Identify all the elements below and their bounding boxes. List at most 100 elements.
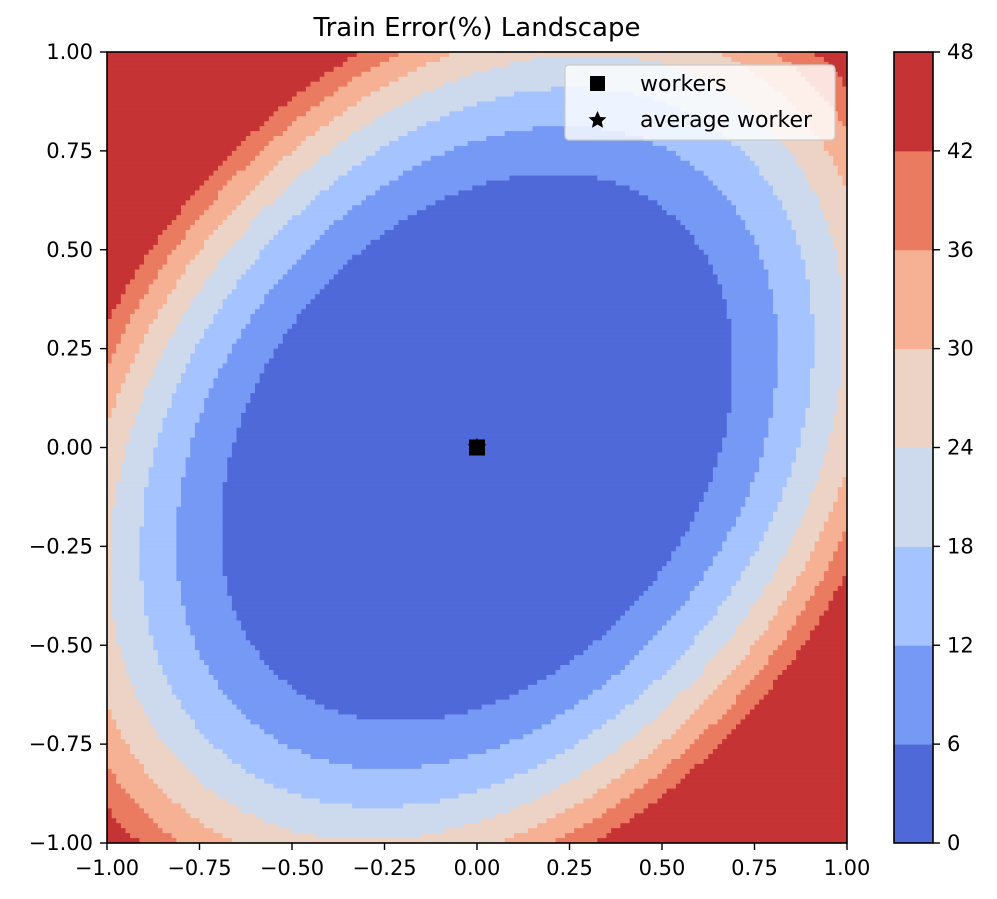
contour-cell-band-7	[107, 225, 168, 231]
contour-cell-band-3	[810, 299, 843, 305]
contour-cell-band-3	[167, 338, 201, 345]
contour-cell-band-4	[144, 333, 173, 340]
contour-cell-band-2	[153, 635, 196, 641]
contour-cell-band-1	[689, 229, 751, 236]
contour-cell-band-3	[185, 763, 242, 770]
contour-cell-band-1	[241, 333, 284, 340]
contour-cell-band-6	[134, 274, 159, 281]
contour-cell-band-5	[828, 516, 847, 523]
contour-cell-band-4	[833, 417, 847, 424]
contour-cell-band-1	[231, 699, 316, 706]
contour-cell-band-6	[740, 689, 769, 696]
contour-cell-band-4	[148, 323, 177, 330]
contour-cell-band-4	[833, 234, 847, 241]
contour-cell-band-5	[796, 576, 825, 582]
contour-cell-band-2	[144, 501, 182, 508]
contour-cell-band-2	[153, 640, 196, 646]
contour-cell-band-6	[759, 669, 783, 676]
contour-cell-band-2	[301, 793, 460, 800]
contour-cell-band-3	[255, 215, 293, 221]
contour-cell-band-1	[194, 422, 242, 429]
contour-cell-band-2	[213, 314, 251, 320]
contour-cell-band-7	[810, 635, 847, 641]
contour-cell-band-4	[107, 630, 117, 636]
contour-cell-band-4	[777, 566, 806, 572]
contour-cell-band-2	[759, 462, 793, 468]
contour-cell-band-3	[139, 699, 182, 706]
contour-cell-band-2	[259, 254, 302, 261]
contour-cell-band-6	[296, 91, 335, 98]
contour-cell-band-5	[213, 200, 242, 206]
contour-cell-band-3	[111, 526, 140, 533]
contour-cell-band-4	[763, 585, 793, 592]
contour-cell-band-2	[268, 239, 316, 246]
contour-cell-band-0	[222, 501, 700, 508]
contour-cell-band-5	[786, 595, 811, 602]
contour-cell-band-4	[282, 155, 321, 162]
contour-cell-band-3	[111, 571, 140, 577]
contour-cell-band-3	[777, 195, 820, 201]
contour-cell-band-2	[329, 185, 381, 192]
contour-cell-band-5	[107, 398, 117, 404]
contour-cell-band-3	[791, 472, 820, 478]
contour-cell-band-4	[620, 744, 658, 750]
contour-cell-band-4	[837, 259, 847, 266]
contour-cell-band-2	[578, 699, 635, 706]
contour-cell-band-2	[712, 561, 751, 567]
contour-cell-band-2	[144, 491, 182, 498]
contour-cell-band-5	[749, 650, 774, 656]
contour-cell-band-2	[662, 625, 705, 632]
contour-cell-band-5	[842, 180, 847, 187]
contour-cell-band-4	[495, 813, 557, 819]
contour-cell-band-6	[181, 210, 205, 216]
contour-cell-band-5	[712, 689, 742, 696]
colorbar-tick-label: 18	[947, 534, 974, 558]
contour-cell-band-3	[111, 506, 145, 513]
contour-cell-band-3	[810, 309, 843, 315]
contour-cell-band-3	[329, 150, 376, 157]
contour-cell-band-4	[107, 689, 136, 696]
contour-cell-band-5	[153, 279, 177, 285]
contour-cell-band-2	[763, 447, 797, 454]
contour-cell-band-3	[375, 116, 441, 122]
contour-cell-band-1	[347, 210, 418, 216]
contour-cell-band-3	[130, 437, 159, 444]
contour-cell-band-4	[560, 783, 608, 790]
contour-cell-band-4	[837, 264, 847, 271]
contour-cell-band-2	[467, 754, 557, 760]
contour-cell-band-3	[759, 541, 793, 547]
contour-cell-band-5	[398, 52, 450, 58]
contour-cell-band-1	[680, 220, 746, 226]
contour-cell-band-2	[157, 442, 191, 449]
contour-cell-band-4	[842, 318, 847, 325]
contour-cell-band-6	[837, 541, 847, 547]
contour-cell-band-1	[694, 511, 742, 518]
contour-cell-band-2	[754, 477, 788, 483]
contour-cell-band-5	[107, 393, 117, 399]
contour-cell-band-6	[694, 739, 723, 745]
contour-cell-band-2	[153, 447, 191, 454]
contour-cell-band-6	[629, 793, 663, 800]
contour-cell-band-4	[171, 798, 228, 805]
contour-cell-band-4	[342, 111, 386, 117]
contour-cell-band-0	[259, 655, 575, 661]
contour-cell-band-4	[167, 793, 219, 800]
contour-cell-band-2	[745, 501, 779, 508]
contour-cell-band-1	[708, 254, 760, 261]
contour-cell-band-2	[777, 333, 816, 340]
contour-cell-band-1	[652, 580, 700, 587]
contour-cell-band-2	[157, 650, 201, 656]
contour-cell-band-0	[222, 541, 682, 547]
contour-cell-band-2	[773, 299, 811, 305]
contour-cell-band-1	[708, 487, 751, 493]
contour-cell-band-1	[726, 412, 774, 419]
contour-cell-band-5	[504, 838, 557, 843]
contour-cell-band-4	[120, 388, 145, 394]
contour-cell-band-6	[319, 76, 353, 83]
contour-cell-band-2	[181, 699, 233, 706]
contour-cell-band-5	[107, 724, 117, 730]
contour-cell-band-5	[791, 585, 816, 592]
contour-cell-band-7	[833, 590, 847, 597]
contour-cell-band-2	[259, 249, 307, 256]
contour-cell-band-3	[213, 788, 288, 795]
